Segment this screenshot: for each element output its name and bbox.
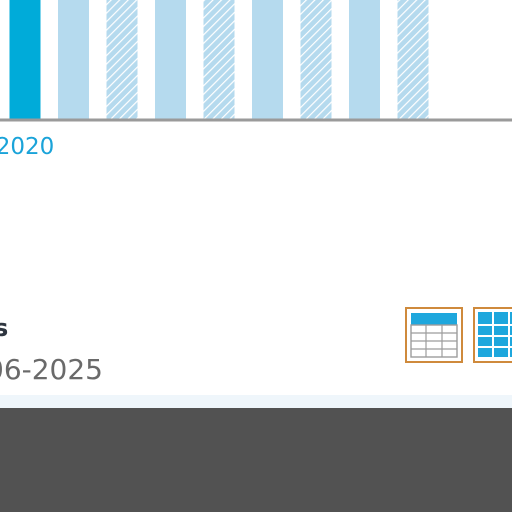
tick-label-2020: 2020 [0, 134, 54, 160]
grid-view-button[interactable] [473, 307, 512, 363]
table-view-button[interactable] [405, 307, 463, 363]
bar-2025 [252, 0, 283, 120]
bar-2026 [300, 0, 332, 120]
page-footer [0, 408, 512, 512]
chart-caption: s 06-2025 [0, 300, 380, 400]
bar-chart: 2020 [0, 0, 512, 160]
panel-bottom-edge [0, 395, 512, 408]
table-view-icon [410, 313, 458, 358]
bar-2023 [155, 0, 186, 120]
bar-2020 [9, 0, 41, 120]
grid-view-icon [478, 312, 512, 357]
bar-2027 [349, 0, 380, 120]
chart-caption-date-range: 06-2025 [0, 353, 103, 386]
bar-2022 [106, 0, 138, 120]
bar-2021 [58, 0, 89, 120]
bar-2024 [203, 0, 235, 120]
chart-caption-title: s [0, 314, 9, 342]
bar-2028 [397, 0, 429, 120]
